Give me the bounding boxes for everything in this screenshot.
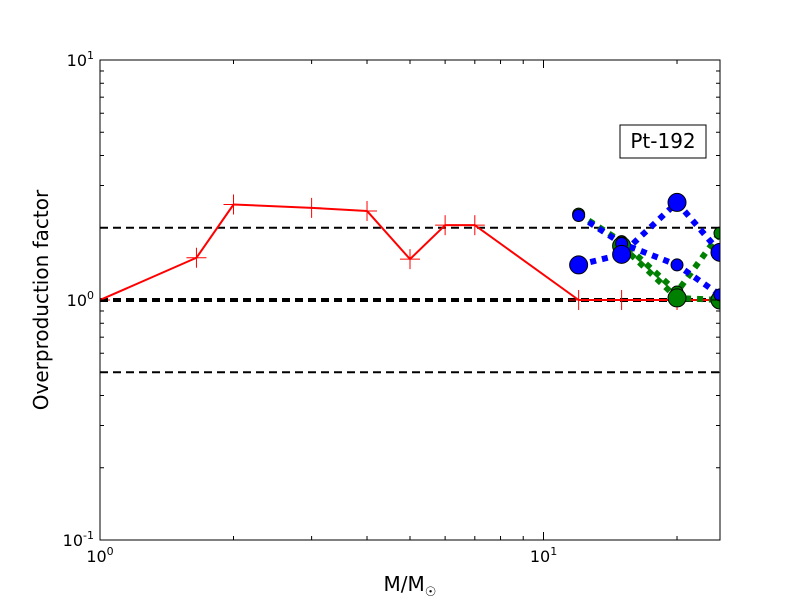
data-point — [710, 242, 720, 262]
y-tick-label: 101 — [67, 49, 94, 70]
plot-frame — [99, 59, 721, 541]
annotation-label: Pt-192 — [630, 129, 695, 153]
x-tick-label: 101 — [530, 545, 557, 566]
series-line — [576, 212, 720, 298]
y-tick-label: 100 — [67, 289, 94, 310]
data-point — [713, 226, 720, 240]
y-tick-label: 10-1 — [63, 529, 94, 550]
data-point — [572, 208, 586, 222]
x-tick-label: 100 — [86, 545, 113, 566]
annotation-box: Pt-192 — [619, 124, 707, 159]
y-axis-label: Overproduction factor — [29, 189, 53, 410]
data-point — [667, 192, 687, 212]
data-point — [612, 244, 632, 264]
data-point — [569, 255, 589, 275]
data-point — [713, 288, 720, 302]
x-axis-label: M/M☉ — [384, 572, 437, 600]
data-point — [667, 288, 687, 308]
data-point — [670, 258, 684, 272]
